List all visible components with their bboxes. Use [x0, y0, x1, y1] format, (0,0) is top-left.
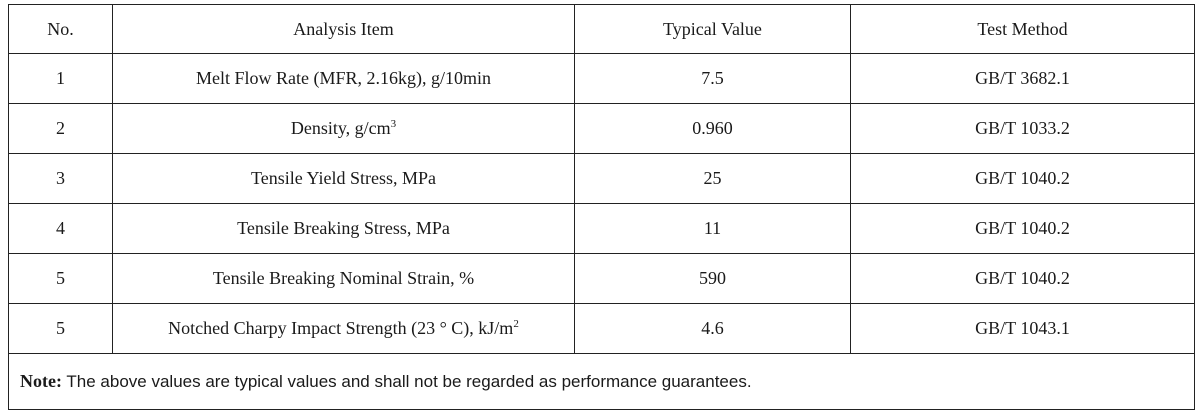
- cell-value: 11: [574, 203, 851, 254]
- cell-item: Tensile Breaking Nominal Strain, %: [112, 253, 575, 304]
- cell-no: 5: [8, 303, 113, 354]
- cell-method: GB/T 1033.2: [850, 103, 1195, 154]
- cell-item-superscript: 2: [513, 318, 519, 330]
- cell-method: GB/T 1043.1: [850, 303, 1195, 354]
- cell-no: 2: [8, 103, 113, 154]
- note-cell: Note: The above values are typical value…: [8, 353, 1195, 410]
- note-row: Note: The above values are typical value…: [8, 353, 1195, 410]
- cell-value: 7.5: [574, 53, 851, 104]
- cell-value: 25: [574, 153, 851, 204]
- cell-method: GB/T 3682.1: [850, 53, 1195, 104]
- table-row: 4 Tensile Breaking Stress, MPa 11 GB/T 1…: [8, 203, 1195, 254]
- cell-item: Notched Charpy Impact Strength (23 ° C),…: [112, 303, 575, 354]
- header-no: No.: [8, 4, 113, 54]
- cell-item-text: Tensile Breaking Nominal Strain, %: [212, 268, 475, 288]
- cell-item-superscript: 3: [390, 118, 397, 130]
- table-row: 5 Tensile Breaking Nominal Strain, % 590…: [8, 253, 1195, 304]
- cell-item: Tensile Breaking Stress, MPa: [112, 203, 575, 254]
- table-row: 3 Tensile Yield Stress, MPa 25 GB/T 1040…: [8, 153, 1195, 204]
- properties-table: No. Analysis Item Typical Value Test Met…: [8, 4, 1195, 410]
- cell-no: 1: [8, 53, 113, 104]
- cell-item-text: Tensile Breaking Stress, MPa: [237, 218, 450, 238]
- table-row: 2 Density, g/cm3 0.960 GB/T 1033.2: [8, 103, 1195, 154]
- cell-no: 5: [8, 253, 113, 304]
- cell-method: GB/T 1040.2: [850, 153, 1195, 204]
- cell-item-text: Tensile Yield Stress, MPa: [250, 168, 437, 188]
- cell-item: Density, g/cm3: [112, 103, 575, 154]
- cell-value: 0.960: [574, 103, 851, 154]
- note-text: The above values are typical values and …: [61, 372, 752, 391]
- cell-item-text: Notched Charpy Impact Strength (23 ° C),…: [168, 318, 514, 338]
- cell-item: Melt Flow Rate (MFR, 2.16kg), g/10min: [112, 53, 575, 104]
- table-row: 1 Melt Flow Rate (MFR, 2.16kg), g/10min …: [8, 53, 1195, 104]
- cell-no: 3: [8, 153, 113, 204]
- header-test-method: Test Method: [850, 4, 1195, 54]
- cell-value: 590: [574, 253, 851, 304]
- header-typical-value: Typical Value: [574, 4, 851, 54]
- cell-item-text: Density, g/cm: [290, 118, 391, 138]
- table-header-row: No. Analysis Item Typical Value Test Met…: [8, 4, 1195, 54]
- note-label: Note:: [20, 371, 62, 391]
- cell-method: GB/T 1040.2: [850, 253, 1195, 304]
- cell-item-text: Melt Flow Rate (MFR, 2.16kg), g/10min: [195, 68, 491, 88]
- header-analysis-item: Analysis Item: [112, 4, 575, 54]
- cell-method: GB/T 1040.2: [850, 203, 1195, 254]
- cell-no: 4: [8, 203, 113, 254]
- table-row: 5 Notched Charpy Impact Strength (23 ° C…: [8, 303, 1195, 354]
- cell-item: Tensile Yield Stress, MPa: [112, 153, 575, 204]
- cell-value: 4.6: [574, 303, 851, 354]
